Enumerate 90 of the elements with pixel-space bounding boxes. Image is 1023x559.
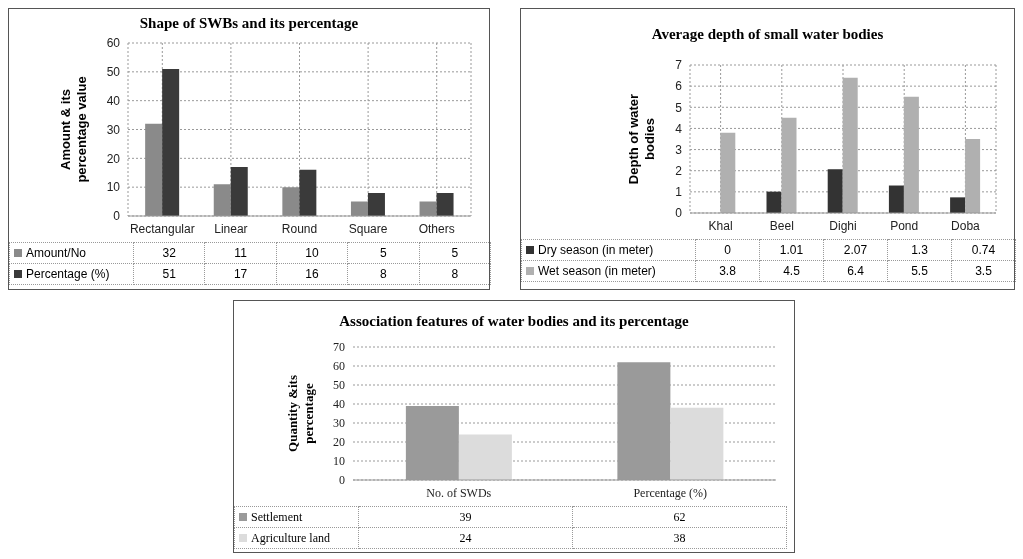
y-tick-label: 40: [333, 397, 345, 412]
data-label: 16: [276, 263, 348, 285]
y-tick-label: 0: [113, 209, 121, 224]
y-tick-label: 3: [675, 142, 683, 157]
bar: [367, 192, 385, 216]
bar: [282, 187, 300, 216]
y-tick-label: 4: [675, 121, 683, 136]
y-tick-label: 0: [339, 473, 345, 488]
legend-label: Wet season (in meter): [521, 260, 696, 282]
bar: [145, 123, 163, 216]
y-tick-label: 40: [106, 93, 121, 108]
x-tick-label: No. of SWDs: [426, 485, 492, 500]
bar: [350, 201, 368, 216]
y-axis-title: Amount & its percentage value: [58, 76, 89, 183]
legend-label: Dry season (in meter): [521, 239, 696, 261]
y-tick-label: 7: [675, 58, 683, 73]
bar: [965, 139, 981, 213]
y-tick-label: 70: [333, 340, 345, 355]
data-label: 8: [347, 263, 420, 285]
y-tick-label: 5: [675, 100, 683, 115]
bar: [888, 185, 904, 213]
data-label: 39: [358, 506, 573, 528]
data-label: 62: [572, 506, 787, 528]
y-tick-label: 1: [675, 185, 683, 200]
x-tick-label: Khal: [708, 218, 733, 233]
data-label: 38: [572, 527, 787, 549]
x-tick-label: Dighi: [829, 218, 857, 233]
bar: [950, 197, 966, 213]
data-label: 51: [133, 263, 205, 285]
bar: [230, 166, 248, 216]
bar: [842, 77, 858, 213]
y-tick-label: 2: [675, 163, 683, 178]
bar: [781, 117, 797, 213]
bar: [162, 68, 180, 216]
legend-label: Agriculture land: [234, 527, 359, 549]
data-label: 11: [204, 242, 277, 264]
bar: [720, 132, 736, 213]
bar: [903, 96, 919, 213]
data-label: 17: [204, 263, 277, 285]
x-tick-label: Beel: [769, 218, 794, 233]
x-tick-label: Square: [348, 221, 388, 236]
x-tick-label: Linear: [214, 221, 248, 236]
data-label: 3.5: [951, 260, 1016, 282]
chart-title: Association features of water bodies and its percentage: [338, 311, 690, 331]
data-label: 8: [419, 263, 491, 285]
y-tick-label: 20: [106, 151, 121, 166]
y-tick-label: 0: [675, 206, 683, 221]
data-label: 5: [347, 242, 420, 264]
bar: [766, 191, 782, 213]
legend-label: Settlement: [234, 506, 359, 528]
data-label: 2.07: [823, 239, 888, 261]
bar: [299, 169, 317, 216]
data-label: 24: [358, 527, 573, 549]
data-label: 5: [419, 242, 491, 264]
y-tick-label: 20: [333, 435, 345, 450]
chart-title: Shape of SWBs and its percentage: [138, 13, 360, 33]
x-tick-label: Rectangular: [129, 221, 195, 236]
y-tick-label: 60: [333, 359, 345, 374]
x-tick-label: Pond: [890, 218, 919, 233]
y-tick-label: 50: [106, 65, 121, 80]
y-tick-label: 10: [106, 180, 121, 195]
data-label: 6.4: [823, 260, 888, 282]
y-axis-title: Depth of water bodies: [626, 93, 657, 185]
legend-label: Percentage (%): [9, 263, 134, 285]
bar: [213, 184, 231, 216]
bar: [458, 434, 512, 480]
x-tick-label: Doba: [951, 218, 981, 233]
bar: [419, 201, 437, 216]
y-tick-label: 30: [333, 416, 345, 431]
data-label: 0.74: [951, 239, 1016, 261]
legend-label: Amount/No: [9, 242, 134, 264]
y-tick-label: 6: [675, 79, 683, 94]
x-tick-label: Round: [281, 221, 318, 236]
chart-title: Average depth of small water bodies: [650, 24, 885, 44]
data-label: 32: [133, 242, 205, 264]
y-tick-label: 30: [106, 122, 121, 137]
data-label: 1.01: [759, 239, 824, 261]
bar: [436, 192, 454, 216]
bar: [827, 169, 843, 213]
data-label: 3.8: [695, 260, 760, 282]
bar: [670, 407, 724, 480]
data-label: 5.5: [887, 260, 952, 282]
data-label: 1.3: [887, 239, 952, 261]
data-label: 4.5: [759, 260, 824, 282]
x-tick-label: Others: [418, 221, 455, 236]
y-tick-label: 50: [333, 378, 345, 393]
y-axis-title: Quantity &its percentage: [285, 375, 316, 452]
data-label: 0: [695, 239, 760, 261]
y-tick-label: 60: [106, 36, 121, 51]
y-tick-label: 10: [333, 454, 345, 469]
